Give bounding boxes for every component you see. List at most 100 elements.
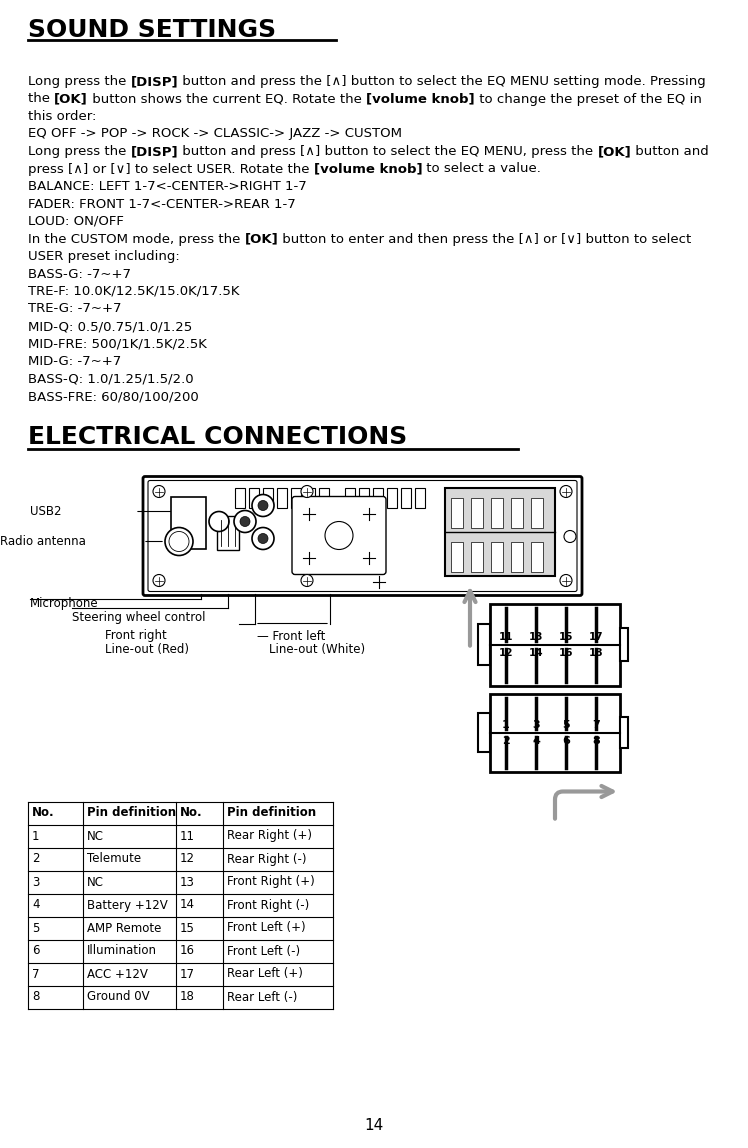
Text: Radio antenna: Radio antenna [0, 535, 86, 548]
Bar [620, 628, 628, 661]
Circle shape [564, 530, 576, 543]
Text: the: the [28, 93, 55, 106]
Text: button shows the current EQ. Rotate the: button shows the current EQ. Rotate the [88, 93, 366, 106]
Text: 2: 2 [32, 853, 40, 866]
Text: Line-out (White): Line-out (White) [269, 643, 365, 656]
Text: 8: 8 [592, 736, 600, 745]
Text: press [∧] or [∨] to select USER. Rotate the: press [∧] or [∨] to select USER. Rotate … [28, 163, 313, 176]
Circle shape [234, 511, 256, 533]
Circle shape [258, 534, 268, 543]
Text: 14: 14 [364, 1118, 384, 1133]
Text: button and press [∧] button to select the EQ MENU, press the: button and press [∧] button to select th… [178, 145, 598, 158]
Bar [291, 488, 301, 507]
Text: Microphone: Microphone [30, 597, 99, 611]
Text: BASS-Q: 1.0/1.25/1.5/2.0: BASS-Q: 1.0/1.25/1.5/2.0 [28, 372, 194, 386]
Text: Front Right (-): Front Right (-) [227, 899, 309, 912]
Text: Line-out (Red): Line-out (Red) [105, 643, 189, 656]
Circle shape [240, 517, 250, 527]
Text: Front Left (+): Front Left (+) [227, 922, 306, 934]
Text: [volume knob]: [volume knob] [313, 163, 423, 176]
Text: AMP Remote: AMP Remote [87, 922, 162, 934]
Circle shape [252, 527, 274, 550]
Text: button to enter and then press the [∧] or [∨] button to select: button to enter and then press the [∧] o… [278, 233, 692, 246]
Text: LOUD: ON/OFF: LOUD: ON/OFF [28, 215, 124, 228]
Text: 4: 4 [532, 736, 540, 745]
Bar [263, 488, 273, 507]
Circle shape [301, 486, 313, 497]
Bar [359, 488, 369, 507]
Text: NC: NC [87, 876, 104, 889]
Text: button and press the [∧] button to select the EQ MENU setting mode. Pressing: button and press the [∧] button to selec… [178, 75, 706, 88]
Circle shape [560, 574, 572, 587]
Text: 17: 17 [589, 631, 604, 642]
Bar [319, 488, 329, 507]
Text: EQ OFF -> POP -> ROCK -> CLASSIC-> JAZZ -> CUSTOM: EQ OFF -> POP -> ROCK -> CLASSIC-> JAZZ … [28, 127, 402, 140]
Circle shape [325, 521, 353, 550]
Bar [217, 515, 239, 550]
Text: FADER: FRONT 1-7<-CENTER->REAR 1-7: FADER: FRONT 1-7<-CENTER->REAR 1-7 [28, 197, 295, 210]
Circle shape [258, 501, 268, 511]
Text: 11: 11 [499, 631, 513, 642]
Text: 1: 1 [32, 830, 40, 843]
Text: MID-G: -7~+7: MID-G: -7~+7 [28, 355, 121, 369]
Text: [DISP]: [DISP] [131, 75, 178, 88]
Text: 7: 7 [592, 720, 600, 729]
Bar [277, 488, 287, 507]
Text: Long press the: Long press the [28, 75, 131, 88]
Text: In the CUSTOM mode, press the: In the CUSTOM mode, press the [28, 233, 245, 246]
Text: Steering wheel control: Steering wheel control [72, 612, 206, 625]
Bar [478, 625, 490, 665]
Text: 14: 14 [180, 899, 195, 912]
Text: [OK]: [OK] [245, 233, 278, 246]
Bar [531, 497, 543, 527]
Text: 8: 8 [32, 991, 40, 1003]
Text: 3: 3 [32, 876, 40, 889]
Circle shape [301, 574, 313, 587]
Text: Rear Left (-): Rear Left (-) [227, 991, 298, 1003]
Circle shape [560, 486, 572, 497]
Text: button and: button and [631, 145, 709, 158]
Text: 6: 6 [32, 945, 40, 957]
Text: No.: No. [180, 807, 203, 820]
Text: Pin definition: Pin definition [227, 807, 316, 820]
Text: 2: 2 [502, 736, 510, 745]
Text: 16: 16 [180, 945, 195, 957]
Text: 5: 5 [32, 922, 40, 934]
Text: 4: 4 [32, 899, 40, 912]
Text: 18: 18 [180, 991, 195, 1003]
FancyBboxPatch shape [143, 476, 582, 596]
Circle shape [169, 532, 189, 551]
Text: Front Left (-): Front Left (-) [227, 945, 300, 957]
Text: MID-Q: 0.5/0.75/1.0/1.25: MID-Q: 0.5/0.75/1.0/1.25 [28, 320, 192, 333]
Text: to select a value.: to select a value. [423, 163, 542, 176]
Bar [511, 542, 523, 572]
Bar [491, 497, 503, 527]
Bar [387, 488, 397, 507]
Bar [620, 716, 628, 748]
Text: 11: 11 [180, 830, 195, 843]
Bar [531, 542, 543, 572]
Text: 6: 6 [562, 736, 570, 745]
Text: [OK]: [OK] [598, 145, 631, 158]
Bar [249, 488, 259, 507]
Text: 13: 13 [180, 876, 195, 889]
Text: 16: 16 [559, 647, 573, 658]
Circle shape [209, 512, 229, 532]
Text: Front right: Front right [105, 629, 167, 643]
Text: 14: 14 [529, 647, 543, 658]
Circle shape [153, 574, 165, 587]
Bar [471, 497, 483, 527]
Text: 17: 17 [180, 968, 195, 980]
Text: BASS-FRE: 60/80/100/200: BASS-FRE: 60/80/100/200 [28, 390, 199, 403]
Text: 7: 7 [32, 968, 40, 980]
Text: NC: NC [87, 830, 104, 843]
Text: [DISP]: [DISP] [131, 145, 178, 158]
Circle shape [252, 495, 274, 517]
Bar [451, 542, 463, 572]
Text: No.: No. [32, 807, 55, 820]
Bar [445, 488, 555, 575]
FancyBboxPatch shape [292, 496, 386, 574]
Text: 12: 12 [180, 853, 195, 866]
Text: Telemute: Telemute [87, 853, 141, 866]
Bar [415, 488, 425, 507]
